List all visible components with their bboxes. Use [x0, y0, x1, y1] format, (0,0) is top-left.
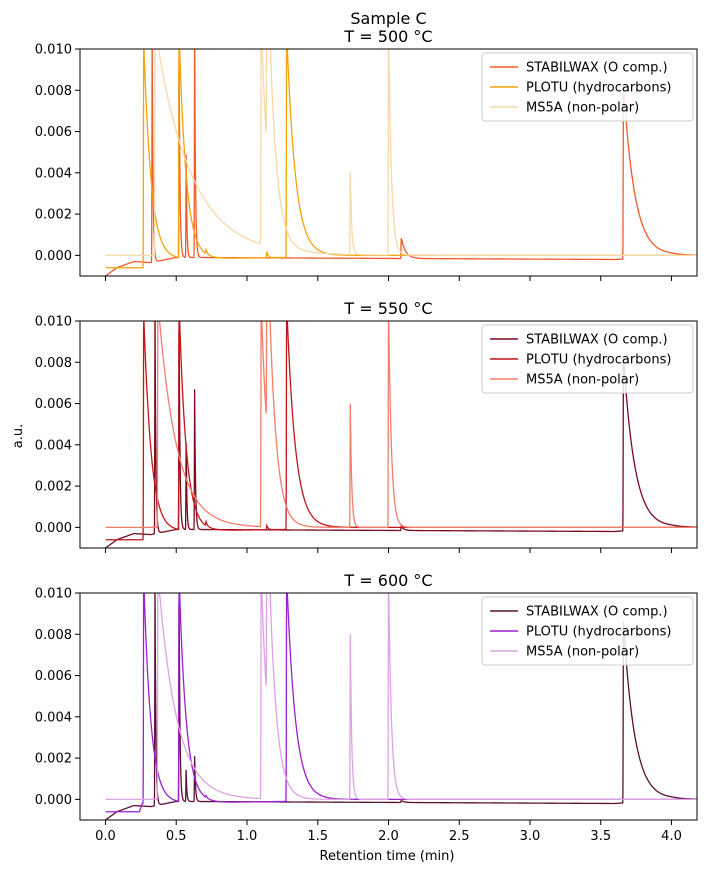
y-tick-label: 0.000: [35, 249, 72, 264]
y-tick: 0.004: [35, 710, 80, 725]
legend-item: MS5A (non-polar): [490, 645, 639, 660]
y-tick-label: 0.002: [35, 480, 72, 495]
x-tick-label: 1.0: [237, 829, 258, 844]
chart-panel-1: 0.000 0.002 0.004 0.006 0.008 0.010 Sample CT …: [35, 9, 698, 281]
y-tick: 0.010: [35, 43, 80, 58]
y-tick-label: 0.002: [35, 752, 72, 767]
x-axis-label: Retention time (min): [320, 849, 455, 864]
legend-label: MS5A (non-polar): [526, 373, 639, 388]
y-tick-label: 0.010: [35, 315, 72, 330]
legend: STABILWAX (O comp.) PLOTU (hydrocarbons) M…: [481, 596, 694, 666]
y-tick: 0.004: [35, 438, 80, 453]
y-tick: 0.010: [35, 587, 80, 602]
legend: STABILWAX (O comp.) PLOTU (hydrocarbons) M…: [481, 52, 694, 122]
y-tick-label: 0.008: [35, 356, 72, 371]
legend-item: MS5A (non-polar): [490, 373, 639, 388]
y-tick-label: 0.006: [35, 669, 72, 684]
y-tick-label: 0.006: [35, 397, 72, 412]
y-tick-label: 0.000: [35, 793, 72, 808]
legend-label: STABILWAX (O comp.): [526, 333, 668, 348]
legend: STABILWAX (O comp.) PLOTU (hydrocarbons) M…: [481, 324, 694, 394]
y-tick-label: 0.010: [35, 587, 72, 602]
y-tick: 0.004: [35, 166, 80, 181]
x-tick-label: 0.5: [166, 829, 187, 844]
y-tick-label: 0.010: [35, 43, 72, 58]
y-tick: 0.002: [35, 752, 80, 767]
legend-label: PLOTU (hydrocarbons): [526, 625, 671, 640]
y-tick-label: 0.004: [35, 438, 72, 453]
chart-panel-2: 0.000 0.002 0.004 0.006 0.008 0.010 T = 550 °C…: [35, 299, 698, 553]
y-tick: 0.006: [35, 125, 80, 140]
legend-label: STABILWAX (O comp.): [526, 605, 668, 620]
legend-label: MS5A (non-polar): [526, 101, 639, 116]
x-tick-label: 3.5: [590, 829, 611, 844]
x-tick: 2.5: [449, 820, 470, 844]
series-line-3: [105, 593, 697, 801]
series-lines: [105, 593, 697, 820]
chart-title: T = 600 °C: [343, 571, 432, 590]
y-tick: 0.002: [35, 208, 80, 223]
series-lines: [105, 321, 697, 548]
legend-item: MS5A (non-polar): [490, 101, 639, 116]
y-tick-label: 0.006: [35, 125, 72, 140]
chart-panel-3: 0.000 0.002 0.004 0.006 0.008 0.010 0.0 0.5 1.0 1…: [35, 571, 698, 844]
y-tick-label: 0.002: [35, 208, 72, 223]
legend-item: STABILWAX (O comp.): [490, 333, 668, 348]
legend-label: PLOTU (hydrocarbons): [526, 353, 671, 368]
legend-item: PLOTU (hydrocarbons): [490, 81, 671, 96]
x-tick: 2.0: [378, 820, 399, 844]
y-tick: 0.000: [35, 793, 80, 808]
legend-item: STABILWAX (O comp.): [490, 61, 668, 76]
y-tick: 0.000: [35, 521, 80, 536]
y-tick: 0.008: [35, 356, 80, 371]
x-tick-label: 4.0: [661, 829, 682, 844]
x-tick-label: 2.5: [449, 829, 470, 844]
y-tick: 0.000: [35, 249, 80, 264]
series-line-3: [105, 321, 697, 529]
y-tick: 0.010: [35, 315, 80, 330]
x-tick-label: 0.0: [95, 829, 116, 844]
x-tick-label: 2.0: [378, 829, 399, 844]
series-line-1: [105, 49, 697, 276]
x-tick: 4.0: [661, 820, 682, 844]
legend-label: PLOTU (hydrocarbons): [526, 81, 671, 96]
x-tick: 3.0: [520, 820, 541, 844]
legend-label: STABILWAX (O comp.): [526, 61, 668, 76]
x-tick-label: 1.5: [307, 829, 328, 844]
series-line-1: [105, 321, 697, 548]
series-line-3: [105, 49, 697, 257]
chart-title: T = 550 °C: [343, 299, 432, 318]
x-tick-label: 3.0: [520, 829, 541, 844]
legend-item: STABILWAX (O comp.): [490, 605, 668, 620]
y-tick: 0.002: [35, 480, 80, 495]
legend-item: PLOTU (hydrocarbons): [490, 353, 671, 368]
y-tick: 0.008: [35, 628, 80, 643]
y-tick: 0.008: [35, 84, 80, 99]
series-lines: [105, 49, 697, 276]
x-tick: 1.5: [307, 820, 328, 844]
legend-item: PLOTU (hydrocarbons): [490, 625, 671, 640]
legend-label: MS5A (non-polar): [526, 645, 639, 660]
y-tick-label: 0.008: [35, 84, 72, 99]
x-tick: 0.0: [95, 820, 116, 844]
x-tick: 0.5: [166, 820, 187, 844]
y-tick: 0.006: [35, 669, 80, 684]
x-tick: 1.0: [237, 820, 258, 844]
y-axis-label: a.u.: [11, 424, 26, 448]
y-tick-label: 0.004: [35, 710, 72, 725]
series-line-1: [105, 593, 697, 820]
y-tick-label: 0.008: [35, 628, 72, 643]
y-tick: 0.006: [35, 397, 80, 412]
y-tick-label: 0.000: [35, 521, 72, 536]
chart-title: T = 500 °C: [343, 27, 432, 46]
y-tick-label: 0.004: [35, 166, 72, 181]
x-tick: 3.5: [590, 820, 611, 844]
chart-title: Sample C: [350, 9, 426, 28]
